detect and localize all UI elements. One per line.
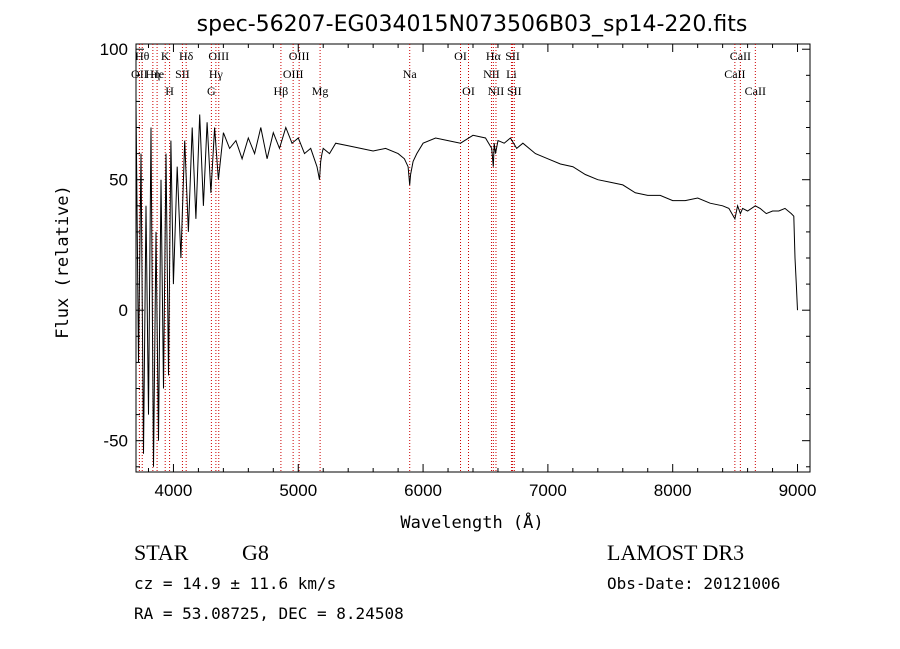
emission-line-markers — [138, 44, 756, 472]
line-label-h: H — [165, 84, 174, 98]
line-label-hβ: Hβ — [274, 84, 289, 98]
line-label-oi: OI — [454, 49, 467, 63]
line-label-oii: OII — [131, 67, 148, 81]
observation-date: Obs-Date: 20121006 — [607, 574, 780, 593]
y-tick-label: 100 — [100, 40, 128, 59]
line-label-caii: CaII — [745, 84, 766, 98]
y-axis-ticks: -50 0 50 100 — [100, 40, 810, 468]
survey-name: LAMOST DR3 — [607, 540, 744, 565]
coordinates-text: RA = 53.08725, DEC = 8.24508 — [134, 604, 404, 623]
line-label-mg: Mg — [312, 84, 329, 98]
y-tick-label: 0 — [119, 301, 128, 320]
object-subclass: G8 — [242, 540, 269, 565]
line-label-oi: OI — [462, 84, 475, 98]
y-tick-label: 50 — [109, 171, 128, 190]
y-axis-label: Flux (relative) — [53, 185, 73, 339]
line-label-na: Na — [403, 67, 418, 81]
x-axis-ticks: 4000 5000 6000 7000 8000 9000 — [147, 44, 817, 500]
chart-title: spec-56207-EG034015N073506B03_sp14-220.f… — [197, 12, 748, 37]
x-tick-label: 4000 — [155, 481, 193, 500]
x-tick-label: 8000 — [654, 481, 692, 500]
object-class: STAR — [134, 540, 189, 565]
line-label-hδ: Hδ — [179, 49, 194, 63]
x-tick-label: 5000 — [279, 481, 317, 500]
line-label-hγ: Hγ — [209, 67, 224, 81]
line-label-sii: SII — [505, 49, 520, 63]
line-label-hη: Hη — [145, 67, 160, 81]
line-label-hα: Hα — [486, 49, 502, 63]
x-tick-label: 9000 — [779, 481, 817, 500]
line-label-sii: SII — [175, 67, 190, 81]
line-label-nii: NII — [488, 84, 505, 98]
line-label-k: K — [161, 49, 170, 63]
line-label-caii: CaII — [724, 67, 745, 81]
line-label-oiii: OIII — [208, 49, 229, 63]
line-label-oiii: OIII — [289, 49, 310, 63]
redshift-text: cz = 14.9 ± 11.6 km/s — [134, 574, 336, 593]
x-tick-label: 7000 — [529, 481, 567, 500]
line-label-g: G — [207, 84, 216, 98]
line-label-hθ: Hθ — [135, 49, 150, 63]
line-label-caii: CaII — [730, 49, 751, 63]
y-tick-label: -50 — [103, 432, 128, 451]
line-label-sii: SII — [507, 84, 522, 98]
x-axis-label: Wavelength (Å) — [400, 511, 543, 533]
line-label-li: Li — [506, 67, 517, 81]
spectrum-series-line — [135, 101, 798, 467]
line-label-he: He — [150, 67, 164, 81]
plot-frame — [135, 43, 811, 473]
emission-line-labels: OIIHθHηHeKHSIIHδGHγOIIIHβOIIIOIIIMgNaOIO… — [131, 49, 766, 98]
line-label-nii: NII — [483, 67, 500, 81]
line-label-oiii: OIII — [283, 67, 304, 81]
x-tick-label: 6000 — [404, 481, 442, 500]
